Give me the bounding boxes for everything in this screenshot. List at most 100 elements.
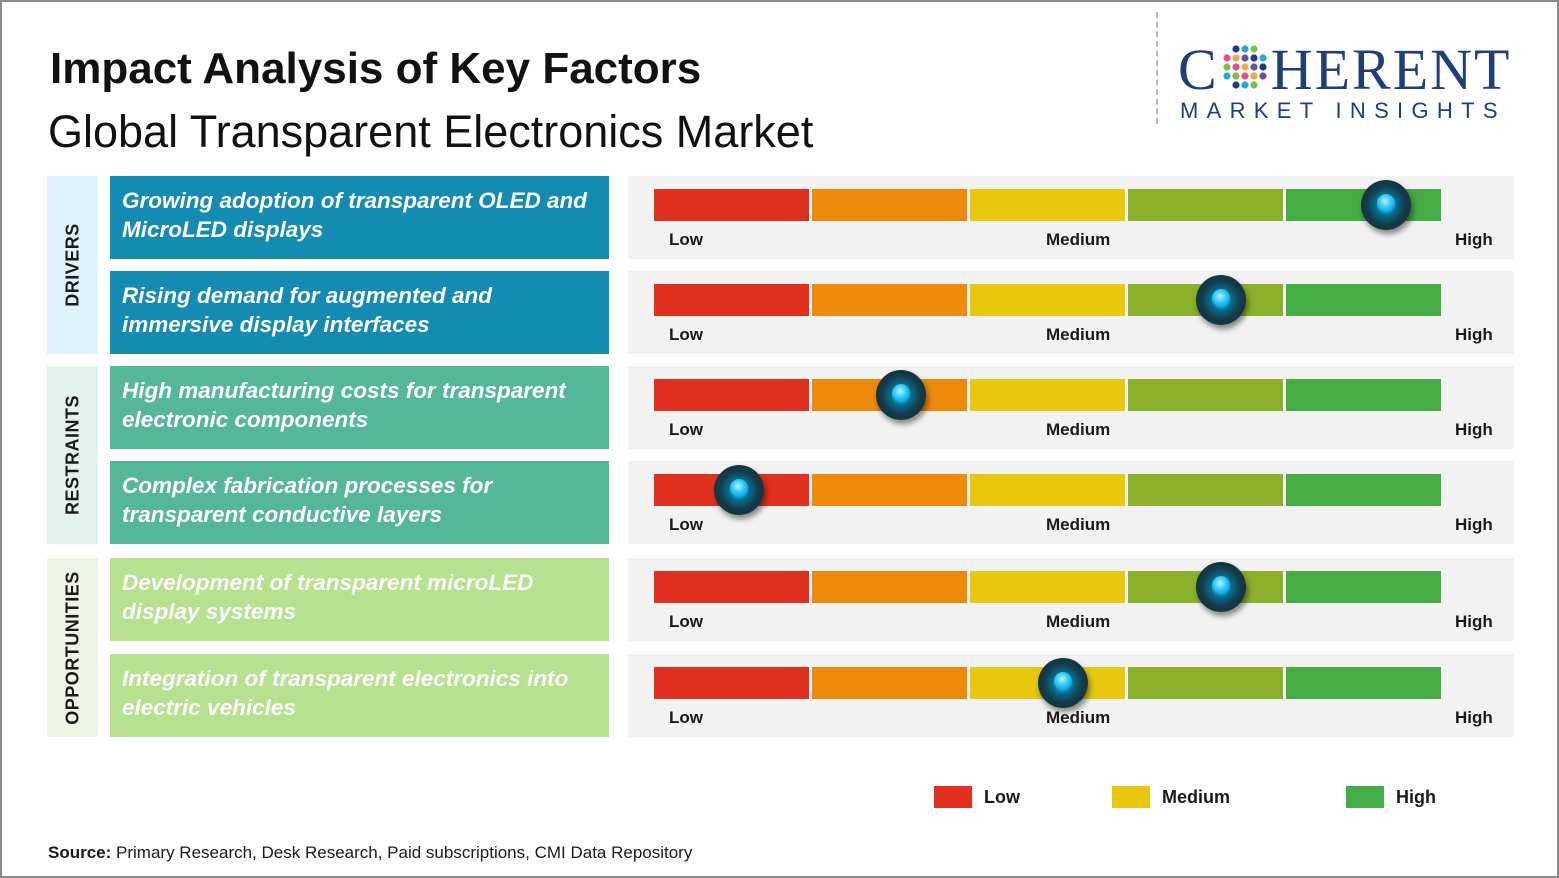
source-prefix: Source: — [48, 843, 112, 862]
scale-segment — [654, 189, 809, 221]
source-note: Source: Primary Research, Desk Research,… — [48, 843, 692, 863]
impact-scale: Low Medium High — [628, 271, 1514, 354]
category-label: OPPORTUNITIES — [62, 570, 82, 725]
impact-marker — [1360, 180, 1411, 230]
legend-swatch-high — [1346, 786, 1384, 808]
category-label: DRIVERS — [62, 223, 82, 307]
scale-segment — [970, 474, 1125, 506]
logo-dot — [1250, 63, 1258, 71]
impact-scale: Low Medium High — [628, 366, 1514, 449]
category-label: RESTRAINTS — [62, 394, 82, 516]
scale-segment — [1286, 474, 1441, 506]
logo-dot — [1250, 45, 1258, 53]
scale-label-medium: Medium — [1046, 612, 1111, 631]
logo-dot — [1223, 54, 1231, 62]
logo-dot — [1250, 81, 1258, 89]
scale-segment — [970, 189, 1125, 221]
logo-dots-icon — [1223, 45, 1267, 89]
scale-segment — [1286, 379, 1441, 411]
logo-wordmark: C HERENT — [1178, 40, 1511, 100]
scale-label-low: Low — [669, 515, 703, 534]
scale-label-low: Low — [669, 420, 703, 439]
legend-label-medium: Medium — [1162, 787, 1231, 807]
scale-label-medium: Medium — [1046, 515, 1111, 534]
scale-segment — [812, 189, 967, 221]
scale-label-high: High — [1455, 325, 1493, 344]
impact-marker — [1195, 275, 1246, 325]
logo-tagline: MARKET INSIGHTS — [1180, 98, 1506, 123]
scale-label-high: High — [1455, 708, 1493, 727]
logo-dot — [1250, 72, 1258, 80]
scale-segment — [1286, 667, 1441, 699]
impact-scale: Low Medium High — [628, 461, 1514, 544]
coherent-logo: C HERENT MARKET INSIGHTS — [1178, 40, 1538, 130]
scale-segment — [970, 571, 1125, 603]
impact-scale: Low Medium High — [628, 558, 1514, 641]
factor-label: Growing adoption of transparent OLED and… — [110, 176, 609, 259]
scale-segment — [1286, 571, 1441, 603]
scale-label-medium: Medium — [1046, 708, 1111, 727]
logo-dot — [1241, 63, 1249, 71]
factor-label: Development of transparent microLED disp… — [110, 558, 609, 641]
scale-segment — [812, 474, 967, 506]
logo-letter-c: C — [1178, 37, 1219, 102]
factor-label: High manufacturing costs for transparent… — [110, 366, 609, 449]
scale-segment — [654, 667, 809, 699]
scale-label-medium: Medium — [1046, 420, 1111, 439]
logo-dot — [1259, 54, 1267, 62]
scale-segment — [812, 571, 967, 603]
scale-segment — [1128, 667, 1283, 699]
legend-swatch-low — [934, 786, 972, 808]
logo-dot — [1232, 54, 1240, 62]
scale-label-high: High — [1455, 420, 1493, 439]
logo-dot — [1259, 72, 1267, 80]
scale-label-high: High — [1455, 612, 1493, 631]
category-band-opportunities: OPPORTUNITIES — [47, 558, 98, 737]
impact-scale: Low Medium High — [628, 654, 1514, 737]
logo-letters-herent: HERENT — [1270, 37, 1512, 102]
category-band-restraints: RESTRAINTS — [47, 366, 98, 544]
scale-segment — [654, 379, 809, 411]
logo-dot — [1241, 45, 1249, 53]
scale-label-high: High — [1455, 230, 1493, 249]
logo-divider — [1156, 12, 1158, 124]
logo-dot — [1241, 54, 1249, 62]
logo-dot — [1232, 63, 1240, 71]
impact-marker — [1038, 658, 1089, 708]
chart-title: Impact Analysis of Key Factors — [50, 44, 702, 93]
source-text: Primary Research, Desk Research, Paid su… — [116, 843, 693, 862]
scale-segment — [1286, 284, 1441, 316]
scale-segment — [654, 284, 809, 316]
legend-label-high: High — [1396, 787, 1436, 807]
scale-label-medium: Medium — [1046, 325, 1111, 344]
logo-dot — [1241, 81, 1249, 89]
scale-segment — [654, 571, 809, 603]
scale-segment — [812, 667, 967, 699]
scale-label-low: Low — [669, 325, 703, 344]
logo-dot — [1232, 45, 1240, 53]
scale-segment — [812, 284, 967, 316]
impact-scale: Low Medium High — [628, 176, 1514, 259]
factor-label: Complex fabrication processes for transp… — [110, 461, 609, 544]
scale-segment — [1128, 474, 1283, 506]
factor-label: Integration of transparent electronics i… — [110, 654, 609, 737]
scale-segment — [1128, 189, 1283, 221]
chart-subtitle: Global Transparent Electronics Market — [48, 106, 814, 157]
logo-dot — [1232, 81, 1240, 89]
legend-label-low: Low — [984, 787, 1020, 807]
scale-label-low: Low — [669, 230, 703, 249]
scale-segment — [970, 379, 1125, 411]
factor-label: Rising demand for augmented and immersiv… — [110, 271, 609, 354]
scale-segment — [970, 284, 1125, 316]
logo-dot — [1232, 72, 1240, 80]
logo-dot — [1259, 63, 1267, 71]
scale-segment — [1128, 379, 1283, 411]
logo-dot — [1250, 54, 1258, 62]
scale-label-medium: Medium — [1046, 230, 1111, 249]
scale-label-low: Low — [669, 612, 703, 631]
logo-dot — [1223, 63, 1231, 71]
legend-swatch-medium — [1112, 786, 1150, 808]
logo-dot — [1223, 72, 1231, 80]
scale-label-low: Low — [669, 708, 703, 727]
